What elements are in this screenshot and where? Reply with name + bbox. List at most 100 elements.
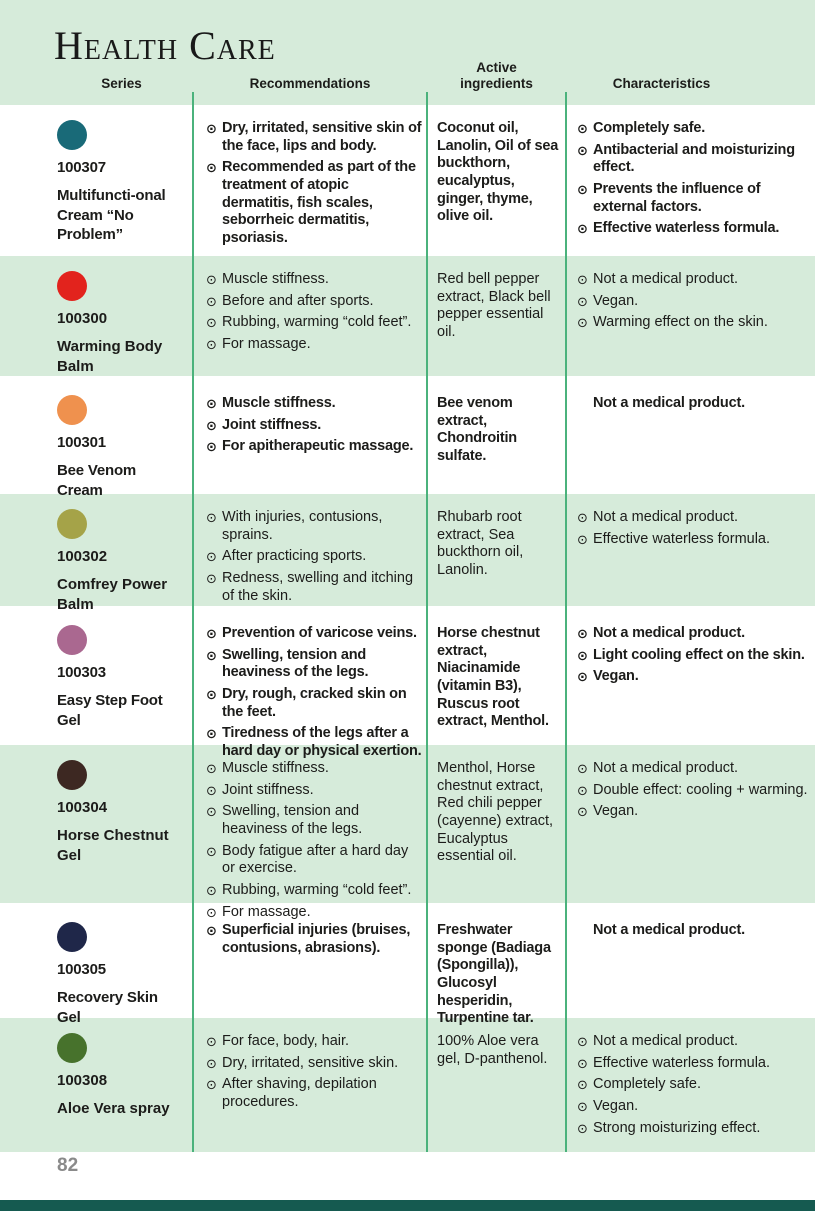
bullet-item: ⊙ Vegan.	[577, 1098, 811, 1116]
bullet-text: Vegan.	[593, 1098, 639, 1115]
ingredients-cell: 100% Aloe vera gel, D-panthenol.	[427, 1018, 566, 1152]
product-name: Comfrey Power Balm	[57, 576, 168, 613]
bullet-icon: ⊙	[206, 904, 217, 920]
product-color-dot	[57, 760, 87, 790]
characteristics-list: ⊙Not a medical product.	[577, 395, 811, 413]
table-row: 100305 Recovery Skin Gel ⊙ Superficial in…	[0, 907, 815, 1026]
product-color-dot	[57, 625, 87, 655]
bullet-item: ⊙ With injuries, contusions, sprains.	[206, 509, 423, 544]
product-code: 100301	[57, 434, 106, 451]
bullet-text: For massage.	[222, 903, 311, 920]
recommendations-list: ⊙ Muscle stiffness. ⊙ Joint stiffness. ⊙ For …	[206, 395, 423, 456]
recommendations-list: ⊙ Superficial injuries (bruises, contusio…	[206, 922, 423, 957]
bullet-text: Prevents the influence of external facto…	[593, 181, 761, 215]
ingredients-cell: Red bell pepper extract, Black bell pepp…	[427, 256, 566, 376]
bullet-icon: ⊙	[577, 315, 588, 331]
product-name: Warming Body Balm	[57, 338, 163, 375]
bullet-icon: ⊙	[206, 1055, 217, 1071]
recommendations-list: ⊙ Prevention of varicose veins. ⊙ Swelling,…	[206, 625, 423, 761]
bullet-text: Muscle stiffness.	[222, 760, 329, 776]
bullet-text: Vegan.	[593, 292, 639, 309]
bullet-text: For face, body, hair.	[222, 1033, 350, 1049]
bullet-icon: ⊙	[206, 315, 217, 331]
bullet-item: ⊙ Completely safe.	[577, 1076, 811, 1094]
characteristics-cell: ⊙Not a medical product.	[566, 380, 815, 500]
table-row: 100301 Bee Venom Cream ⊙ Muscle stiffness…	[0, 380, 815, 499]
column-divider-1	[192, 92, 194, 1152]
bullet-icon: ⊙	[206, 923, 217, 938]
ingredients-text: Coconut oil, Lanolin, Oil of sea bucktho…	[437, 120, 559, 225]
bullet-item: ⊙ Light cooling effect on the skin.	[577, 647, 811, 665]
bullet-icon: ⊙	[577, 782, 588, 798]
bullet-text: Joint stiffness.	[222, 781, 314, 798]
bullet-icon: ⊙	[577, 647, 588, 663]
bullet-icon: ⊙	[206, 571, 217, 587]
page-header: Health Care Series Recommendations Activ…	[0, 0, 815, 105]
table-row: 100308 Aloe Vera spray ⊙ For face, body, …	[0, 1018, 815, 1152]
bullet-icon: ⊙	[206, 726, 217, 742]
bullet-item: ⊙Not a medical product.	[577, 271, 811, 289]
series-cell: 100301 Bee Venom Cream	[0, 380, 193, 500]
characteristics-list: ⊙ Not a medical product. ⊙ Light cooling ef…	[577, 625, 811, 686]
ingredients-text: Rhubarb root extract, Sea buckthorn oil,…	[437, 509, 524, 579]
ingredients-cell: Rhubarb root extract, Sea buckthorn oil,…	[427, 494, 566, 614]
recommendations-cell: ⊙ For face, body, hair. ⊙ Dry, irritated, s…	[193, 1018, 427, 1152]
bullet-icon: ⊙	[577, 626, 588, 641]
ingredients-text: Bee venom extract, Chondroitin sulfate.	[437, 395, 517, 465]
product-code: 100307	[57, 159, 106, 176]
bullet-item: ⊙ Warming effect on the skin.	[577, 314, 811, 332]
bullet-text: For apitherapeutic massage.	[222, 438, 414, 455]
series-cell: 100302 Comfrey Power Balm	[0, 494, 193, 614]
bullet-text: Not a medical product.	[593, 1033, 739, 1049]
bullet-icon: ⊙	[577, 1077, 588, 1093]
bullet-item: ⊙Not a medical product.	[577, 509, 811, 527]
product-name: Easy Step Foot Gel	[57, 692, 163, 729]
table-row: 100302 Comfrey Power Balm ⊙ With injuries…	[0, 494, 815, 613]
characteristics-list: ⊙ Not a medical product. ⊙ Effective waterl…	[577, 509, 811, 548]
table-row: 100303 Easy Step Foot Gel ⊙ Prevention of…	[0, 610, 815, 759]
ingredients-text: 100% Aloe vera gel, D-panthenol.	[437, 1033, 548, 1067]
bullet-text: Before and after sports.	[222, 292, 374, 309]
bullet-text: Redness, swelling and itching of the ski…	[222, 570, 414, 604]
bullet-icon: ⊙	[577, 1099, 588, 1115]
bullet-text: Double effect: cooling + warming.	[593, 781, 808, 798]
bullet-item: ⊙ Vegan.	[577, 293, 811, 311]
characteristics-cell: ⊙ Completely safe. ⊙ Antibacterial and mois…	[566, 105, 815, 252]
bullet-item: ⊙ Tiredness of the legs after a hard day …	[206, 725, 423, 760]
characteristics-list: ⊙ Not a medical product. ⊙ Effective waterl…	[577, 1033, 811, 1137]
product-color-dot	[57, 395, 87, 425]
bullet-item: ⊙ Effective waterless formula.	[577, 531, 811, 549]
bullet-item: ⊙Not a medical product.	[577, 395, 811, 413]
recommendations-list: ⊙ Dry, irritated, sensitive skin of the f…	[206, 120, 423, 248]
product-name: Recovery Skin Gel	[57, 989, 158, 1026]
bullet-item: ⊙Not a medical product.	[577, 922, 811, 940]
column-header-characteristics: Characteristics	[612, 75, 711, 91]
bullet-item: ⊙Not a medical product.	[577, 1033, 811, 1051]
bullet-icon: ⊙	[206, 121, 217, 136]
characteristics-list: ⊙ Not a medical product. ⊙ Vegan. ⊙ Warming e…	[577, 271, 811, 332]
table-row: 100300 Warming Body Balm ⊙ Muscle stiffne…	[0, 256, 815, 376]
bullet-item: ⊙ Dry, irritated, sensitive skin of the f…	[206, 120, 423, 155]
product-name: Horse Chestnut Gel	[57, 827, 169, 864]
bullet-item: ⊙ Prevention of varicose veins.	[206, 625, 423, 643]
bullet-item: ⊙ Double effect: cooling + warming.	[577, 782, 811, 800]
series-cell: 100303 Easy Step Foot Gel	[0, 610, 193, 761]
bullet-item: ⊙ Vegan.	[577, 803, 811, 821]
bullet-icon: ⊙	[577, 1120, 588, 1136]
bullet-text: With injuries, contusions, sprains.	[222, 509, 383, 543]
bullet-text: Not a medical product.	[593, 625, 745, 641]
bullet-item: ⊙ Vegan.	[577, 668, 811, 686]
bullet-text: For massage.	[222, 336, 311, 353]
bullet-item: ⊙ Effective waterless formula.	[577, 220, 811, 238]
bullet-item: ⊙ Not a medical product.	[577, 625, 811, 643]
bullet-text: Swelling, tension and heaviness of the l…	[222, 803, 363, 838]
bullet-item: ⊙ Effective waterless formula.	[577, 1055, 811, 1073]
ingredients-cell: Menthol, Horse chestnut extract, Red chi…	[427, 745, 566, 922]
bullet-item: ⊙ Dry, rough, cracked skin on the feet.	[206, 686, 423, 721]
product-color-dot	[57, 120, 87, 150]
bullet-text: Not a medical product.	[593, 509, 739, 525]
bullet-icon: ⊙	[206, 883, 217, 899]
bullet-icon: ⊙	[577, 761, 588, 776]
bullet-text: After shaving, depilation procedures.	[222, 1076, 377, 1111]
bullet-icon: ⊙	[206, 782, 217, 798]
